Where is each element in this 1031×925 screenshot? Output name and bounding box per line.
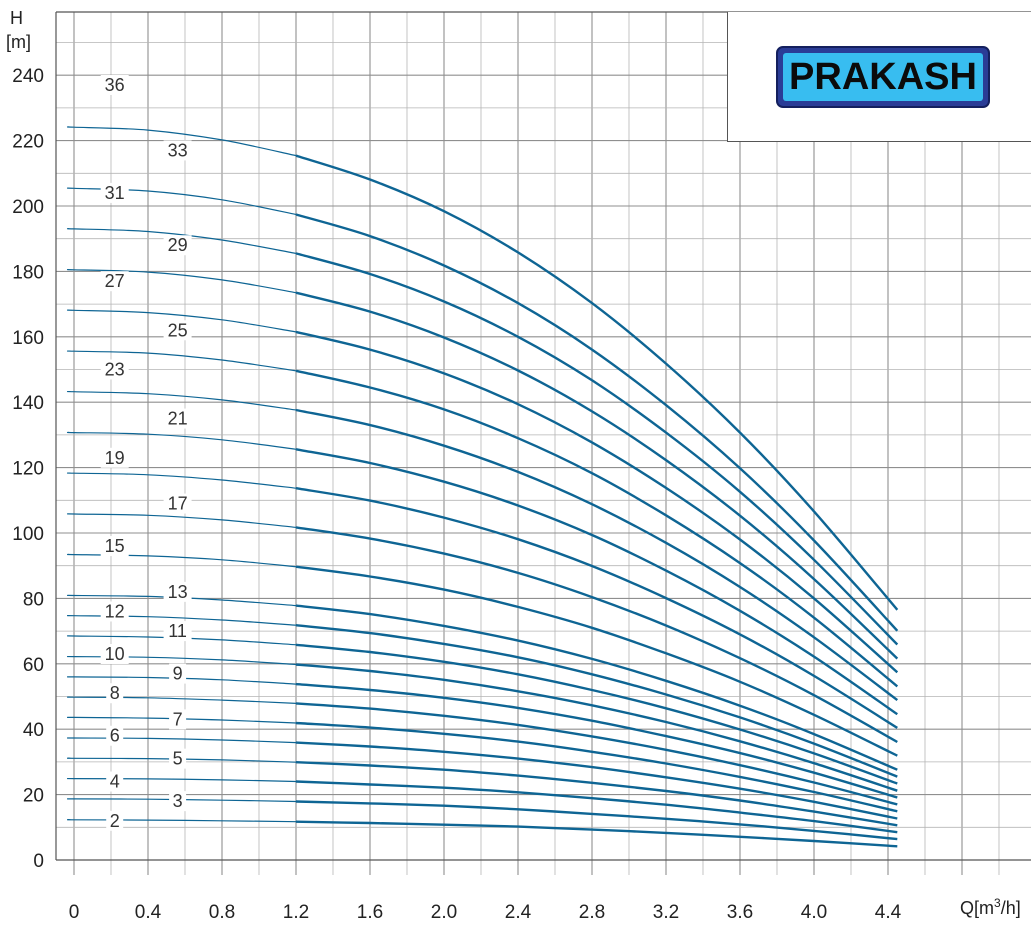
curve-label: 12 — [101, 601, 129, 621]
curve-label: 10 — [101, 644, 129, 664]
curve-label: 2 — [106, 811, 123, 831]
curve-label: 21 — [164, 409, 192, 429]
y-tick-label: 160 — [12, 328, 44, 349]
curve-label: 25 — [164, 320, 192, 340]
curve-label-text: 25 — [168, 320, 188, 340]
curve-label: 17 — [164, 494, 192, 514]
curve-23 — [296, 410, 897, 700]
x-tick-label: 1.6 — [357, 902, 383, 923]
x-tick-label: 0.4 — [135, 902, 162, 923]
curve-label-text: 13 — [168, 582, 188, 602]
y-tick-label: 100 — [12, 524, 44, 545]
curve-label-text: 21 — [168, 409, 188, 429]
curve-8-thin — [68, 697, 296, 703]
x-tick-label: 2.4 — [505, 902, 532, 923]
curve-label: 9 — [169, 664, 186, 684]
curve-label-text: 9 — [173, 664, 183, 684]
y-tick-label: 140 — [12, 393, 44, 414]
x-axis-title: Q[m3/h] — [960, 896, 1021, 918]
curve-31 — [296, 253, 897, 644]
y-tick-label: 240 — [12, 66, 44, 87]
curve-label-text: 7 — [173, 709, 183, 729]
x-tick-label: 3.2 — [653, 902, 679, 923]
curve-label: 23 — [101, 360, 129, 380]
curve-label-text: 36 — [105, 75, 125, 95]
curve-label: 5 — [169, 749, 186, 769]
curve-label: 15 — [101, 536, 129, 556]
curve-label-text: 12 — [105, 601, 125, 621]
curve-label: 8 — [106, 683, 123, 703]
x-tick-label: 4.4 — [875, 902, 902, 923]
y-tick-label: 40 — [23, 720, 44, 741]
brand-logo: PRAKASH — [776, 46, 990, 108]
curve-4-thin — [68, 779, 296, 782]
x-tick-label: 1.2 — [283, 902, 309, 923]
curve-label-text: 29 — [168, 235, 188, 255]
curve-label-text: 4 — [110, 772, 120, 792]
x-axis-title-prefix: Q[m — [960, 898, 994, 918]
curve-label-text: 17 — [168, 494, 188, 514]
curve-label: 19 — [101, 448, 129, 468]
x-axis-title-suffix: /h] — [1001, 898, 1021, 918]
curve-label-text: 19 — [105, 448, 125, 468]
curve-23-thin — [68, 392, 296, 410]
y-axis-title-unit: [m] — [6, 32, 31, 52]
y-tick-label: 80 — [23, 589, 44, 610]
curve-4 — [296, 782, 897, 833]
curve-11 — [296, 645, 897, 784]
y-tick-label: 220 — [12, 132, 44, 153]
x-tick-label: 2.8 — [579, 902, 605, 923]
curve-12 — [296, 625, 897, 776]
curve-label-text: 5 — [173, 749, 183, 769]
curve-label: 29 — [164, 235, 192, 255]
curve-label-text: 15 — [105, 536, 125, 556]
curve-label: 36 — [101, 75, 129, 95]
curve-label-text: 31 — [105, 183, 125, 203]
curve-label: 3 — [169, 791, 186, 811]
y-tick-label: 20 — [23, 786, 44, 807]
brand-logo-text: PRAKASH — [789, 56, 977, 99]
curve-19-thin — [68, 473, 296, 488]
curve-label: 11 — [164, 621, 192, 641]
curve-2 — [296, 822, 897, 847]
curve-label-text: 3 — [173, 791, 183, 811]
logo-panel: PRAKASH — [727, 12, 1031, 142]
brand-logo-fill: PRAKASH — [783, 53, 983, 101]
curve-label-text: 2 — [110, 811, 120, 831]
curve-label: 27 — [101, 271, 129, 291]
y-tick-label: 180 — [12, 262, 44, 283]
curve-label-text: 11 — [168, 621, 187, 641]
x-tick-label: 3.6 — [727, 902, 753, 923]
y-tick-label: 200 — [12, 197, 44, 218]
curve-25 — [296, 371, 897, 687]
curve-label: 33 — [164, 140, 192, 160]
curve-label: 6 — [106, 726, 123, 746]
curve-label: 31 — [101, 183, 129, 203]
curve-2-thin — [68, 820, 296, 822]
x-tick-label: 0.8 — [209, 902, 235, 923]
y-axis-title-h: H — [10, 8, 23, 28]
x-tick-label: 4.0 — [801, 902, 827, 923]
curve-8 — [296, 703, 897, 804]
y-tick-label: 60 — [23, 655, 44, 676]
curve-label-text: 6 — [110, 726, 120, 746]
curve-label: 13 — [164, 582, 192, 602]
curve-label: 7 — [169, 709, 186, 729]
y-tick-label: 120 — [12, 459, 44, 480]
curve-17-thin — [68, 514, 296, 527]
curves — [68, 127, 898, 846]
curve-label-text: 27 — [105, 271, 125, 291]
y-tick-label: 0 — [33, 851, 44, 872]
curve-label-text: 33 — [168, 140, 188, 160]
curve-label: 4 — [106, 772, 123, 792]
x-tick-label: 2.0 — [431, 902, 457, 923]
curve-label-text: 10 — [105, 644, 125, 664]
curve-label-text: 8 — [110, 683, 120, 703]
curve-6-thin — [68, 738, 296, 743]
x-tick-label: 0 — [69, 902, 80, 923]
curve-label-text: 23 — [105, 360, 125, 380]
curve-15-thin — [68, 555, 296, 567]
